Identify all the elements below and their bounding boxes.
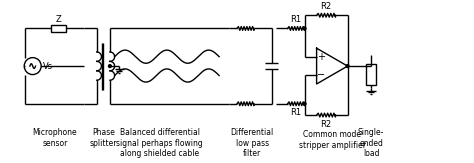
Text: −: − <box>317 70 325 80</box>
Text: R1: R1 <box>291 108 301 118</box>
Text: Common mode
stripper amplifier: Common mode stripper amplifier <box>299 130 365 149</box>
Bar <box>51 25 66 32</box>
Text: +: + <box>317 52 325 62</box>
Text: Vs: Vs <box>43 62 53 71</box>
Text: R1: R1 <box>291 15 301 24</box>
Circle shape <box>303 102 306 105</box>
Text: R2: R2 <box>320 120 332 129</box>
Text: Balanced differential
signal perhaps flowing
along shielded cable: Balanced differential signal perhaps flo… <box>117 128 203 158</box>
Circle shape <box>346 65 349 67</box>
Text: Single-
ended
load: Single- ended load <box>358 128 384 158</box>
Bar <box>366 64 376 85</box>
Text: Differential
low pass
filter: Differential low pass filter <box>230 128 273 158</box>
Text: Phase
splitter: Phase splitter <box>90 128 117 148</box>
Circle shape <box>109 65 111 67</box>
Circle shape <box>303 27 306 30</box>
Text: R2: R2 <box>320 1 332 11</box>
Text: Z: Z <box>55 15 61 24</box>
Text: Microphone
sensor: Microphone sensor <box>33 128 77 148</box>
